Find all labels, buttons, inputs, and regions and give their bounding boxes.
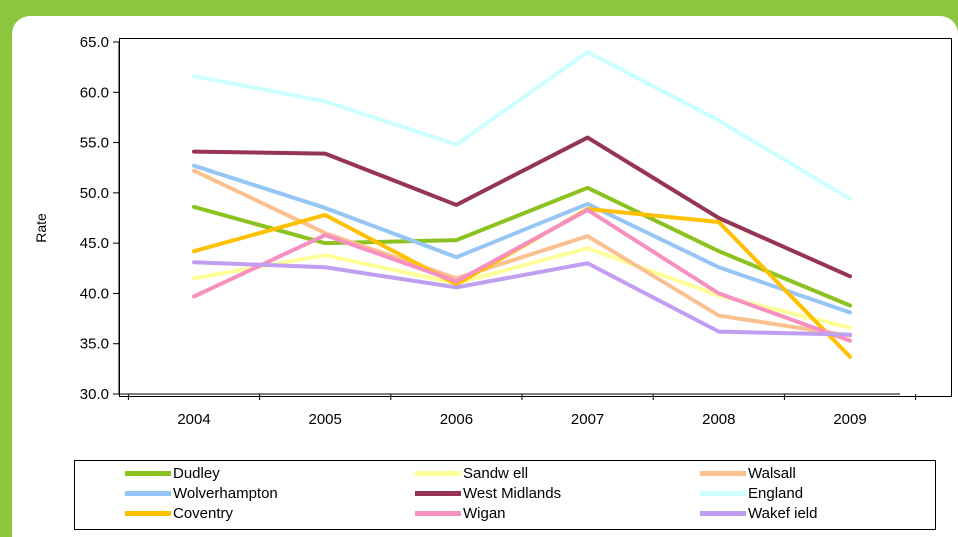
y-tick-label: 55.0 — [80, 135, 109, 152]
legend-label: Wigan — [463, 504, 506, 522]
legend-label: England — [748, 484, 804, 502]
legend-swatch — [125, 510, 171, 516]
legend-swatch — [415, 470, 461, 476]
legend-item: Wakef ield — [700, 504, 818, 522]
legend-swatch — [125, 470, 171, 476]
series-line-wolverhampton — [192, 163, 852, 315]
legend-item: England — [700, 484, 804, 502]
y-tick-label: 40.0 — [80, 285, 109, 302]
series-line-dudley — [192, 185, 852, 308]
legend-label: Wolverhampton — [173, 484, 278, 502]
legend-swatch — [125, 490, 171, 496]
legend-swatch — [700, 510, 746, 516]
legend-label: Sandw ell — [463, 464, 529, 482]
x-tick-label: 2007 — [571, 411, 604, 428]
legend: Dudley Sandw ell Walsall Wolverhampton West … — [74, 460, 936, 530]
legend-swatch — [415, 510, 461, 516]
legend-item: Dudley — [125, 464, 220, 482]
series-line-west-midlands — [192, 135, 852, 279]
legend-item: Wigan — [415, 504, 506, 522]
y-tick-label: 65.0 — [80, 34, 109, 51]
legend-swatch — [700, 490, 746, 496]
series-line-wigan — [192, 207, 852, 343]
series-line-england — [192, 50, 852, 201]
y-tick-label: 50.0 — [80, 185, 109, 202]
x-tick-label: 2006 — [440, 411, 473, 428]
x-tick-label: 2005 — [309, 411, 342, 428]
x-tick-label: 2004 — [177, 411, 210, 428]
legend-label: Wakef ield — [748, 504, 818, 522]
legend-swatch — [415, 490, 461, 496]
legend-item: West Midlands — [415, 484, 562, 502]
legend-item: Coventry — [125, 504, 234, 522]
legend-item: Sandw ell — [415, 464, 529, 482]
legend-label: Walsall — [748, 464, 796, 482]
legend-label: Coventry — [173, 504, 234, 522]
series-line-wakef-ield — [192, 260, 852, 337]
x-tick-label: 2008 — [702, 411, 735, 428]
y-tick-label: 60.0 — [80, 84, 109, 101]
plot-area — [119, 38, 952, 397]
y-tick-label: 30.0 — [80, 386, 109, 403]
y-tick-label: 35.0 — [80, 336, 109, 353]
legend-label: West Midlands — [463, 484, 562, 502]
y-tick-label: 45.0 — [80, 235, 109, 252]
legend-item: Wolverhampton — [125, 484, 278, 502]
series-line-sandw-ell — [192, 246, 852, 330]
legend-swatch — [700, 470, 746, 476]
legend-label: Dudley — [173, 464, 220, 482]
x-tick-label: 2009 — [833, 411, 866, 428]
legend-item: Walsall — [700, 464, 796, 482]
